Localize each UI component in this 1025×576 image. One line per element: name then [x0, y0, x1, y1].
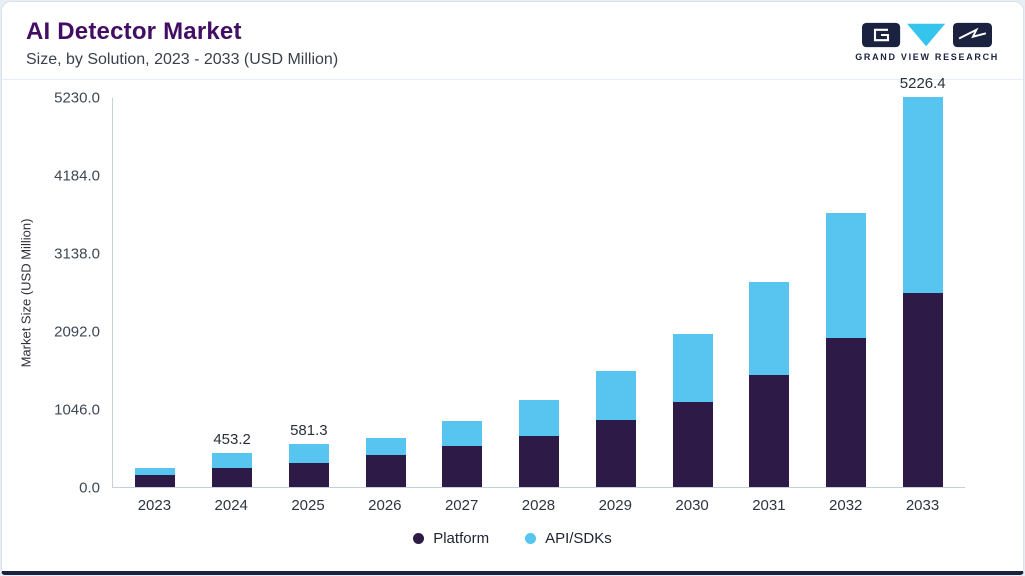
- bar-group-2032[interactable]: [808, 98, 885, 487]
- x-tick-label: 2030: [675, 497, 709, 514]
- legend: Platform API/SDKs: [2, 530, 1023, 547]
- bar-segment-api-sdks[interactable]: [288, 443, 329, 464]
- y-axis-ticks: 0.0 1046.0 2092.0 3138.0 4184.0 5230.0: [36, 90, 112, 497]
- bar-group-2030[interactable]: [654, 98, 731, 487]
- bar-segment-platform[interactable]: [672, 401, 713, 487]
- bar-group-2027[interactable]: [424, 98, 501, 487]
- y-tick-label: 0.0: [79, 479, 100, 497]
- bar-segment-platform[interactable]: [288, 463, 329, 487]
- bar-stack: [135, 468, 176, 487]
- gvr-logo: GRAND VIEW RESEARCH: [855, 18, 999, 62]
- bar-segment-platform[interactable]: [135, 474, 176, 487]
- x-tick-label: 2026: [368, 497, 402, 514]
- chart: Market Size (USD Million) 0.0 1046.0 2092.…: [16, 75, 965, 514]
- bar-value-label: 453.2: [213, 431, 251, 449]
- bar-segment-api-sdks[interactable]: [365, 437, 406, 455]
- bar-value-label: 5226.4: [899, 75, 946, 93]
- x-tick-label: 2032: [829, 497, 863, 514]
- x-tick-label: 2023: [137, 497, 172, 514]
- x-tick-label: 2033: [905, 497, 940, 514]
- bar-segment-platform[interactable]: [519, 435, 560, 487]
- bar-segment-platform[interactable]: [212, 468, 253, 487]
- bar-group-2023[interactable]: [117, 98, 194, 487]
- bar-stack: [519, 399, 560, 487]
- gvr-logo-text: GRAND VIEW RESEARCH: [855, 52, 999, 62]
- legend-dot: [525, 533, 537, 544]
- y-tick-label: 2092.0: [54, 323, 100, 341]
- bar-segment-api-sdks[interactable]: [672, 334, 713, 402]
- bar-segment-platform[interactable]: [749, 374, 790, 487]
- legend-label: API/SDKs: [545, 530, 612, 547]
- bar-segment-api-sdks[interactable]: [902, 97, 943, 294]
- legend-label: Platform: [433, 530, 490, 547]
- plot-wrap: 453.2 581.3 5226.4 2023 2024 2025 2026 2027 202…: [112, 75, 965, 514]
- x-tick-label: 2027: [444, 497, 479, 514]
- bar-segment-api-sdks[interactable]: [825, 212, 866, 338]
- x-tick-label: 2031: [752, 497, 786, 514]
- bar-stack: [902, 97, 943, 487]
- bar-segment-api-sdks[interactable]: [212, 453, 253, 468]
- bar-segment-api-sdks[interactable]: [135, 468, 176, 475]
- y-tick-label: 3138.0: [54, 245, 100, 263]
- bar-group-2024[interactable]: 453.2: [194, 98, 271, 487]
- bar-segment-platform[interactable]: [595, 419, 636, 487]
- bar-segment-api-sdks[interactable]: [749, 281, 790, 375]
- bar-group-2025[interactable]: 581.3: [270, 98, 347, 487]
- bar-stack: [749, 281, 790, 487]
- bar-group-2029[interactable]: [577, 98, 654, 487]
- plot-bars: 453.2 581.3 5226.4: [112, 75, 965, 488]
- bar-stack: [365, 437, 406, 487]
- bar-stack: [672, 334, 713, 487]
- chart-subtitle: Size, by Solution, 2023 - 2033 (USD Mill…: [26, 51, 339, 68]
- x-axis-labels: 2023 2024 2025 2026 2027 2028 2029 2030 2031 2032…: [112, 497, 965, 514]
- bar-segment-platform[interactable]: [365, 454, 406, 487]
- bar-segment-api-sdks[interactable]: [442, 421, 483, 447]
- bar-group-2033[interactable]: 5226.4: [884, 75, 961, 487]
- page-title: AI Detector Market: [26, 18, 242, 45]
- bar-stack: [212, 453, 253, 487]
- y-tick-label: 4184.0: [54, 167, 100, 185]
- bar-group-2026[interactable]: [347, 98, 424, 487]
- x-tick-label: 2029: [598, 497, 632, 514]
- header-titles: AI Detector Market Size, by Solution, 20…: [26, 18, 338, 69]
- bar-segment-platform[interactable]: [902, 293, 943, 487]
- bar-group-2028[interactable]: [501, 98, 578, 487]
- x-tick-label: 2025: [291, 497, 325, 514]
- bar-stack: [595, 371, 636, 487]
- legend-dot: [413, 533, 425, 544]
- x-tick-label: 2028: [521, 497, 556, 514]
- y-tick-label: 1046.0: [54, 401, 100, 419]
- bar-stack: [442, 421, 483, 487]
- y-axis-title: Market Size (USD Million): [18, 218, 34, 368]
- legend-item-api-sdks[interactable]: API/SDKs: [525, 530, 612, 547]
- bar-group-2031[interactable]: [731, 98, 808, 487]
- bar-segment-api-sdks[interactable]: [519, 399, 560, 436]
- bar-segment-platform[interactable]: [825, 337, 866, 487]
- bar-segment-platform[interactable]: [442, 446, 483, 487]
- x-tick-label: 2024: [214, 497, 248, 514]
- gvr-logo-icon: [862, 22, 993, 48]
- bar-value-label: 581.3: [290, 421, 328, 439]
- bar-stack: [288, 443, 329, 487]
- header: AI Detector Market Size, by Solution, 20…: [2, 2, 1023, 80]
- legend-item-platform[interactable]: Platform: [413, 530, 489, 547]
- y-tick-label: 5230.0: [54, 89, 100, 107]
- bar-segment-api-sdks[interactable]: [595, 371, 636, 420]
- bar-stack: [825, 212, 866, 487]
